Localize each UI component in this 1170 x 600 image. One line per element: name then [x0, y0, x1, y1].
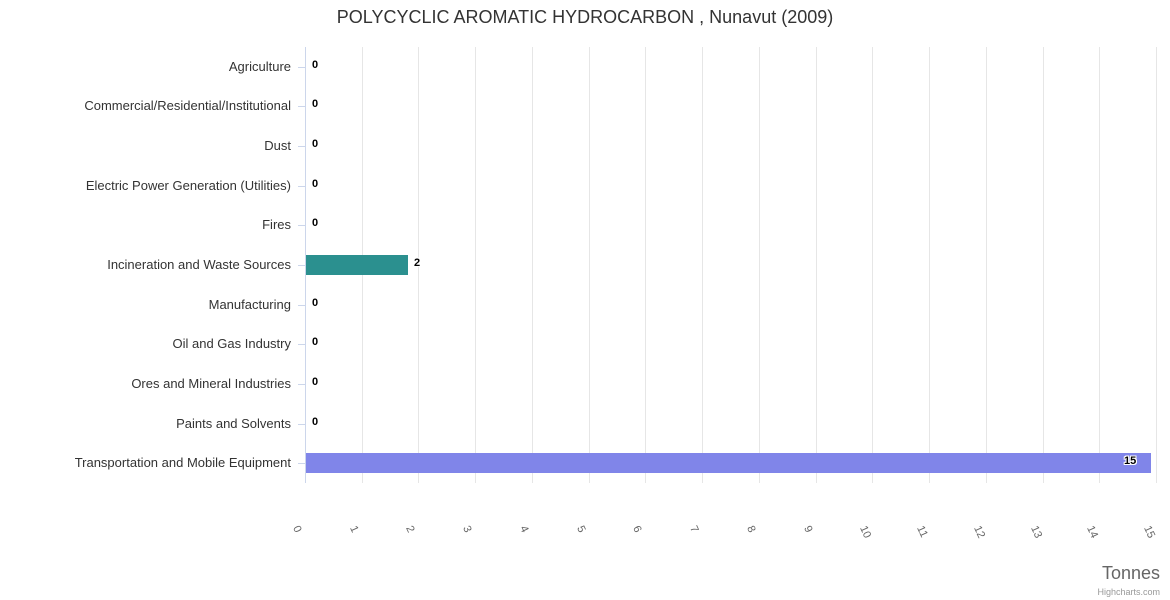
category-label: Manufacturing — [208, 297, 291, 312]
x-axis-tick-label: 13 — [1027, 524, 1044, 541]
plot-area — [305, 47, 1157, 483]
category-label: Dust — [264, 138, 291, 153]
y-axis-tickmark — [298, 424, 305, 425]
x-axis-tick-label: 2 — [403, 524, 418, 535]
x-axis-tick-label: 4 — [517, 524, 531, 535]
x-axis-tick-label: 1 — [346, 524, 361, 535]
data-label: 0 — [312, 297, 319, 309]
category-label: Ores and Mineral Industries — [131, 376, 291, 391]
x-axis-tick-label: 12 — [970, 524, 987, 541]
chart-title: POLYCYCLIC AROMATIC HYDROCARBON , Nunavu… — [336, 7, 834, 27]
data-label: 0 — [312, 376, 319, 388]
y-axis-tickmark — [298, 265, 305, 266]
category-label: Electric Power Generation (Utilities) — [85, 178, 291, 193]
y-axis-tickmark — [298, 463, 305, 464]
gridline — [758, 47, 760, 483]
gridline — [1156, 47, 1157, 483]
bar[interactable] — [306, 255, 408, 275]
x-axis-tick-label: 0 — [290, 524, 304, 535]
category-label: Commercial/Residential/Institutional — [84, 98, 291, 113]
x-axis-tick-label: 9 — [800, 524, 815, 535]
gridline — [588, 47, 590, 483]
category-label: Agriculture — [228, 59, 291, 74]
x-axis-tick-label: 6 — [630, 524, 644, 535]
y-axis-tickmark — [298, 186, 305, 187]
x-axis-tick-label: 7 — [687, 524, 701, 535]
category-label: Incineration and Waste Sources — [107, 257, 291, 272]
gridline — [531, 47, 533, 483]
x-axis-tick-label: 10 — [857, 524, 874, 541]
data-label: 2 — [414, 257, 421, 269]
gridline — [645, 47, 647, 483]
x-axis-tick-label: 15 — [1141, 524, 1158, 541]
y-axis-tickmark — [298, 305, 305, 306]
data-label: 0 — [312, 138, 319, 150]
y-axis-tickmark — [298, 106, 305, 107]
y-axis-tickmark — [298, 225, 305, 226]
category-label: Oil and Gas Industry — [172, 336, 292, 351]
gridline — [475, 47, 477, 483]
data-label: 0 — [312, 59, 319, 71]
x-axis-title: Tonnes — [1101, 563, 1160, 583]
gridline — [815, 47, 817, 483]
data-label: 0 — [312, 416, 319, 428]
gridline — [929, 47, 931, 483]
data-label: 0 — [312, 98, 319, 110]
category-label: Transportation and Mobile Equipment — [74, 455, 291, 470]
highcharts-credits[interactable]: Highcharts.com — [1097, 587, 1160, 597]
gridline — [702, 47, 704, 483]
data-label: 15 — [1124, 455, 1137, 467]
y-axis-tickmark — [298, 384, 305, 385]
gridline — [418, 47, 420, 483]
category-label: Fires — [262, 217, 291, 232]
x-axis-tick-label: 5 — [573, 524, 588, 535]
gridline — [872, 47, 874, 483]
gridline — [1042, 47, 1044, 483]
x-axis-tick-label: 14 — [1084, 524, 1101, 541]
gridline — [1099, 47, 1101, 483]
y-axis-tickmark — [298, 146, 305, 147]
x-axis-tick-label: 3 — [460, 524, 474, 535]
data-label: 0 — [312, 336, 319, 348]
y-axis-tickmark — [298, 67, 305, 68]
category-label: Paints and Solvents — [176, 416, 291, 431]
data-label: 0 — [312, 217, 319, 229]
x-axis-tick-label: 8 — [743, 524, 758, 535]
y-axis-tickmark — [298, 344, 305, 345]
x-axis-tick-label: 11 — [914, 524, 930, 540]
gridline — [985, 47, 987, 483]
bar[interactable] — [306, 453, 1151, 473]
data-label: 0 — [312, 178, 319, 190]
